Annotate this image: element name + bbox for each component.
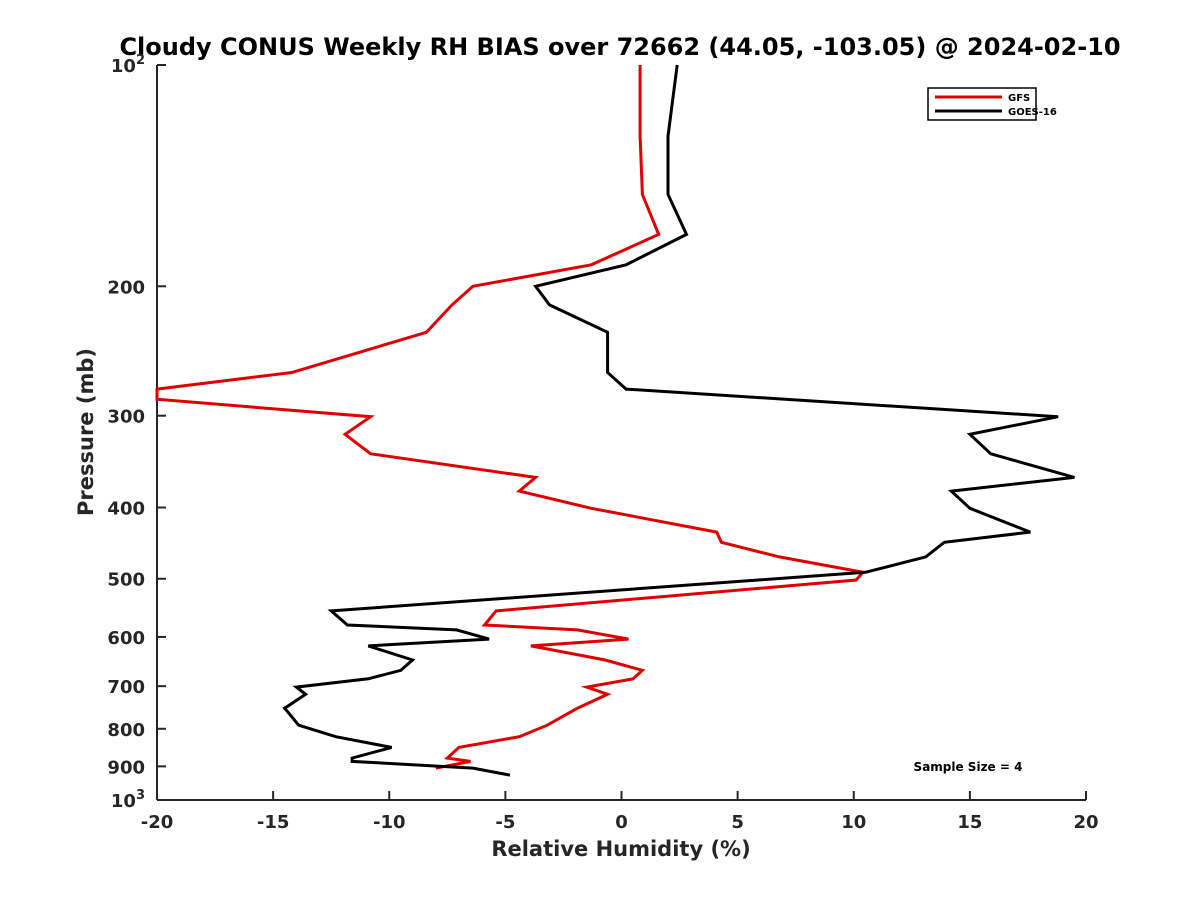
y-tick-label: 600: [107, 628, 145, 649]
y-tick-label: 700: [107, 677, 145, 698]
data-series: [155, 64, 1075, 777]
y-tick-label: 500: [107, 570, 145, 591]
y-tick-label: 900: [107, 757, 145, 778]
x-tick-label: 15: [957, 812, 982, 833]
x-axis-label: Relative Humidity (%): [491, 837, 750, 861]
x-tick-label: -5: [495, 812, 515, 833]
x-tick-label: -20: [141, 812, 174, 833]
x-tick-label: 10: [841, 812, 866, 833]
y-tick-label: 400: [107, 499, 145, 520]
x-tick-label: -15: [257, 812, 290, 833]
axes: -20 -15 -10 -5 0 5 10 15 20102200300400500600700…: [107, 53, 1098, 833]
legend-label: GFS: [1008, 93, 1030, 104]
x-tick-label: 5: [731, 812, 744, 833]
y-tick-label: 200: [107, 277, 145, 298]
x-tick-label: -10: [373, 812, 406, 833]
series-line-gfs: [155, 65, 866, 770]
y-tick-label: 102: [111, 53, 145, 77]
x-tick-label: 20: [1073, 812, 1098, 833]
legend-label: GOES-16: [1008, 107, 1057, 118]
y-tick-label: 103: [111, 788, 145, 812]
chart-title: Cloudy CONUS Weekly RH BIAS over 72662 (…: [119, 33, 1120, 61]
x-tick-label: 0: [615, 812, 628, 833]
y-tick-exponent: 3: [136, 788, 145, 803]
sample-size-annotation: Sample Size = 4: [914, 760, 1023, 774]
series-line-goes-16: [282, 64, 1075, 777]
legend: GFS GOES-16: [927, 87, 1057, 121]
y-tick-label: 800: [107, 720, 145, 741]
y-tick-base: 10: [111, 791, 136, 812]
y-axis-label: Pressure (mb): [74, 348, 98, 516]
y-tick-base: 10: [111, 56, 136, 77]
y-tick-exponent: 2: [136, 53, 145, 68]
y-tick-label: 300: [107, 407, 145, 428]
legend-box: [927, 87, 1037, 121]
